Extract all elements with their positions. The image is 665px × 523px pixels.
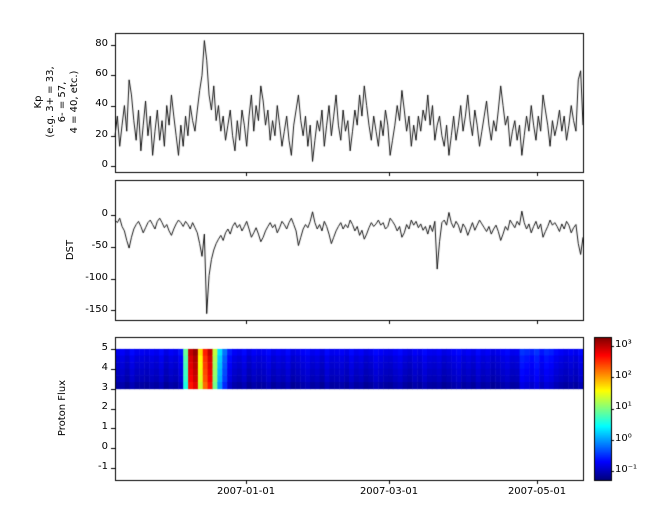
- colorbar-tick-1em1: 10⁻¹: [615, 464, 638, 475]
- dst-ytick--150: -150: [85, 304, 108, 315]
- pf-ytick-4: 4: [101, 362, 108, 373]
- colorbar-tick-1e1: 10¹: [615, 401, 632, 412]
- pf-ytick-3: 3: [101, 382, 108, 393]
- x-tick-may: 2007-05-01: [507, 486, 567, 497]
- pf-ytick--1: -1: [98, 461, 108, 472]
- pf-ytick-2: 2: [101, 401, 108, 412]
- pf-ytick-0: 0: [101, 441, 108, 452]
- pf-ytick-5: 5: [101, 342, 108, 353]
- kp-axis-label-line: Kp: [33, 95, 44, 109]
- kp-ytick-80: 80: [95, 38, 108, 49]
- kp-ytick-40: 40: [95, 98, 108, 109]
- kp-ytick-0: 0: [101, 159, 108, 170]
- dst-ytick--100: -100: [85, 272, 108, 283]
- x-tick-jan: 2007-01-01: [216, 486, 276, 497]
- dst-ytick--50: -50: [91, 240, 108, 251]
- x-tick-mar: 2007-03-01: [359, 486, 419, 497]
- colorbar-tick-1e0: 10⁰: [615, 433, 632, 444]
- kp-axis-label-line: (e.g. 3+ = 33,: [45, 66, 56, 138]
- pf-ytick-1: 1: [101, 421, 108, 432]
- colorbar-tick-1e3: 10³: [615, 339, 632, 350]
- dst-ytick-0: 0: [101, 208, 108, 219]
- colorbar-tick-1e2: 10²: [615, 370, 632, 381]
- kp-ytick-20: 20: [95, 129, 108, 140]
- kp-ytick-60: 60: [95, 68, 108, 79]
